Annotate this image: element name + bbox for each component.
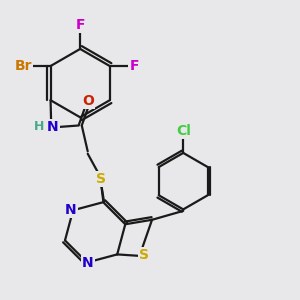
Text: Cl: Cl — [176, 124, 191, 138]
Text: S: S — [96, 172, 106, 186]
Text: O: O — [82, 94, 94, 107]
Text: Br: Br — [14, 59, 32, 73]
Text: S: S — [139, 248, 149, 262]
Text: H: H — [34, 120, 44, 133]
Text: N: N — [47, 120, 59, 134]
Text: F: F — [75, 18, 85, 32]
Text: N: N — [82, 256, 94, 270]
Text: F: F — [129, 59, 139, 73]
Text: N: N — [65, 203, 76, 217]
